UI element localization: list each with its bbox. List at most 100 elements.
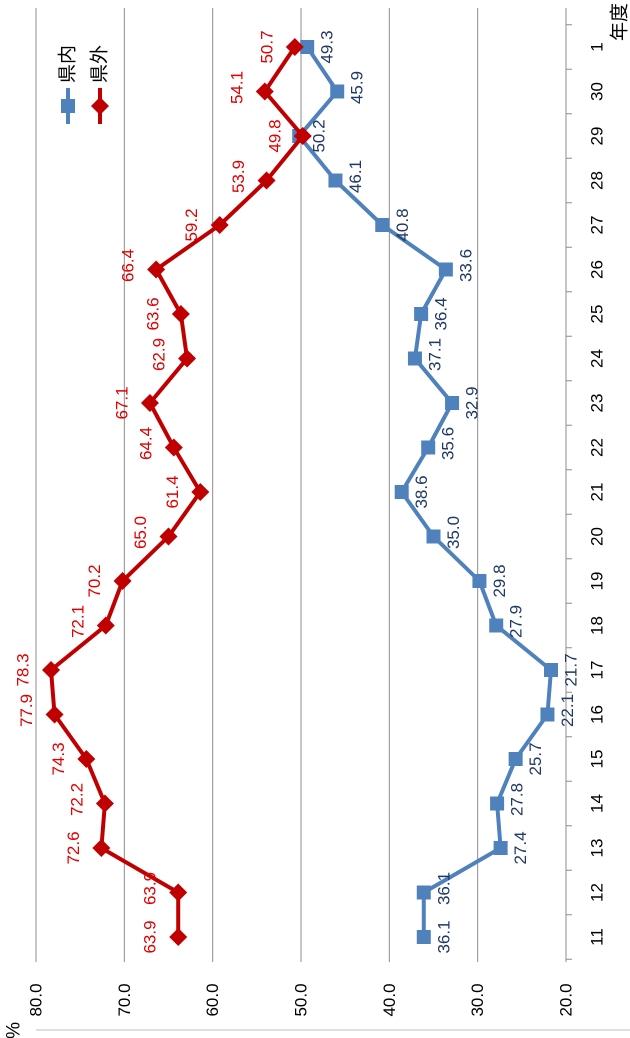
data-point-diamond [77,750,96,768]
value-tick-label: 30.0 [468,983,487,1016]
category-tick-label: 19 [588,572,607,591]
data-point-square [489,618,504,633]
data-point-diamond [171,305,190,323]
data-point-diamond [92,839,111,857]
legend-marker-diamond [91,97,109,115]
category-tick-label: 28 [588,171,607,190]
data-point-diamond [164,438,183,457]
data-label: 78.3 [14,653,33,686]
data-point-diamond [159,527,178,546]
data-label: 72.1 [68,605,87,638]
data-point-diamond [96,616,115,635]
category-tick-label: 26 [588,260,607,279]
data-label: 72.2 [67,783,86,816]
category-tick-label: 24 [588,349,607,368]
category-tick-label: 16 [588,705,607,724]
data-point-diamond [169,883,188,902]
data-label: 49.8 [265,119,284,152]
legend-label: 県内 [57,45,79,83]
data-label: 29.8 [490,564,509,597]
data-label: 33.6 [456,249,475,282]
data-point-square [330,84,345,99]
data-label: 50.7 [257,30,276,63]
data-label: 49.3 [318,30,337,63]
data-point-diamond [169,928,188,946]
data-label: 36.4 [432,297,451,330]
data-label: 72.6 [64,831,83,864]
category-tick-label: 21 [588,483,607,502]
value-tick-label: 80.0 [27,983,46,1016]
value-tick-label: 20.0 [557,983,576,1016]
category-tick-label: 29 [588,127,607,146]
data-label: 66.4 [119,249,138,282]
data-label: 25.7 [526,742,545,775]
category-tick-label: 1 [588,42,607,51]
data-point-diamond [210,216,229,234]
data-label: 38.6 [412,475,431,508]
category-tick-label: 20 [588,527,607,546]
data-label: 22.1 [558,694,577,727]
data-point-diamond [147,260,166,279]
data-label: 40.8 [393,208,412,241]
data-point-square [490,796,505,811]
data-label: 27.8 [508,783,527,816]
data-point-square [508,752,523,766]
data-label: 61.4 [163,475,182,508]
data-labels: 36.1 36.1 27.4 27.8 25.7 22.1 21.7 27.9 29.8 35.0… [14,30,581,953]
legend-marker-square [61,99,75,113]
legend-label: 県外 [89,45,111,83]
data-point-diamond [255,82,274,101]
data-label: 65.0 [131,516,150,549]
category-tick-label: 15 [588,750,607,769]
data-label: 46.1 [346,160,365,193]
legend: 県内 県外 [57,45,111,124]
data-point-diamond [257,171,276,190]
category-tick-label: 13 [588,839,607,858]
category-tick-label: 22 [588,438,607,457]
data-point-diamond [42,661,61,679]
data-label: 35.0 [444,516,463,549]
data-label: 64.4 [136,427,155,460]
category-tick-label: 27 [588,216,607,235]
data-label: 70.2 [85,564,104,597]
data-point-square [445,396,460,410]
data-point-diamond [95,794,114,813]
category-tick-label: 11 [588,928,607,946]
value-tick-label: 50.0 [292,983,311,1016]
data-point-square [543,663,558,677]
data-label: 45.9 [348,71,367,104]
axes: 80.0 70.0 60.0 50.0 40.0 30.0 20.0111213141516… [4,3,630,1038]
category-tick-label: 12 [588,883,607,902]
data-label: 36.1 [434,872,453,905]
value-tick-label: 60.0 [203,983,222,1016]
data-label: 77.9 [17,694,36,727]
data-point-square [421,440,436,455]
data-point-square [540,707,555,722]
data-point-square [416,885,431,900]
category-tick-label: 23 [588,394,607,413]
data-point-square [394,485,409,499]
value-tick-label: 40.0 [380,983,399,1016]
data-point-square [300,40,315,54]
data-label: 54.1 [227,71,246,104]
data-label: 37.1 [425,338,444,371]
data-label: 62.9 [150,338,169,371]
data-label: 63.9 [141,872,160,905]
data-point-square [426,529,441,544]
data-point-square [493,841,508,855]
category-tick-label: 18 [588,616,607,635]
category-tick-label: 17 [588,661,607,680]
data-label: 21.7 [561,653,580,686]
gridlines [35,8,479,962]
data-label: 63.6 [143,297,162,330]
x-axis-title: 年度 [609,3,630,41]
y-axis-unit-label: % [4,1022,25,1038]
data-label: 27.9 [507,605,526,638]
category-tick-label: 30 [588,82,607,101]
series-layer [42,38,558,946]
data-point-diamond [293,127,312,145]
data-point-diamond [45,705,64,724]
data-label: 35.6 [439,427,458,460]
data-point-diamond [191,483,210,501]
